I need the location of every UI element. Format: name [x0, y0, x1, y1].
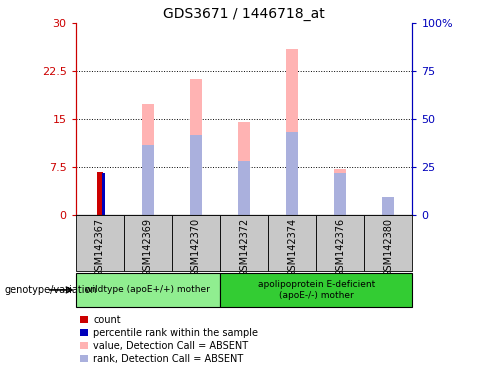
Text: genotype/variation: genotype/variation — [5, 285, 98, 295]
Bar — [334, 169, 346, 215]
Bar — [76, 273, 220, 307]
Text: GSM142367: GSM142367 — [95, 218, 105, 277]
Bar — [316, 215, 364, 271]
Bar — [124, 215, 172, 271]
Bar — [142, 104, 154, 215]
Text: GSM142380: GSM142380 — [383, 218, 393, 277]
Text: GSM142369: GSM142369 — [143, 218, 153, 277]
Bar — [190, 79, 202, 215]
Bar — [334, 174, 346, 215]
Bar — [172, 215, 220, 271]
Bar — [382, 197, 394, 215]
Bar — [190, 135, 202, 215]
Text: GSM142372: GSM142372 — [239, 218, 249, 277]
Text: wildtype (apoE+/+) mother: wildtype (apoE+/+) mother — [85, 285, 210, 295]
Bar — [142, 145, 154, 215]
Bar — [220, 215, 268, 271]
Bar — [268, 215, 316, 271]
Bar — [286, 49, 298, 215]
Bar — [220, 273, 412, 307]
Bar — [382, 204, 394, 215]
Text: apolipoprotein E-deficient
(apoE-/-) mother: apolipoprotein E-deficient (apoE-/-) mot… — [258, 280, 375, 300]
Bar — [97, 172, 102, 215]
Text: GSM142376: GSM142376 — [335, 218, 345, 277]
Legend: count, percentile rank within the sample, value, Detection Call = ABSENT, rank, : count, percentile rank within the sample… — [76, 311, 262, 367]
Bar — [238, 122, 250, 215]
Bar — [102, 174, 105, 215]
Bar — [286, 132, 298, 215]
Text: GSM142374: GSM142374 — [287, 218, 297, 277]
Bar — [76, 215, 124, 271]
Bar — [238, 161, 250, 215]
Title: GDS3671 / 1446718_at: GDS3671 / 1446718_at — [163, 7, 325, 21]
Bar — [364, 215, 412, 271]
Text: GSM142370: GSM142370 — [191, 218, 201, 277]
